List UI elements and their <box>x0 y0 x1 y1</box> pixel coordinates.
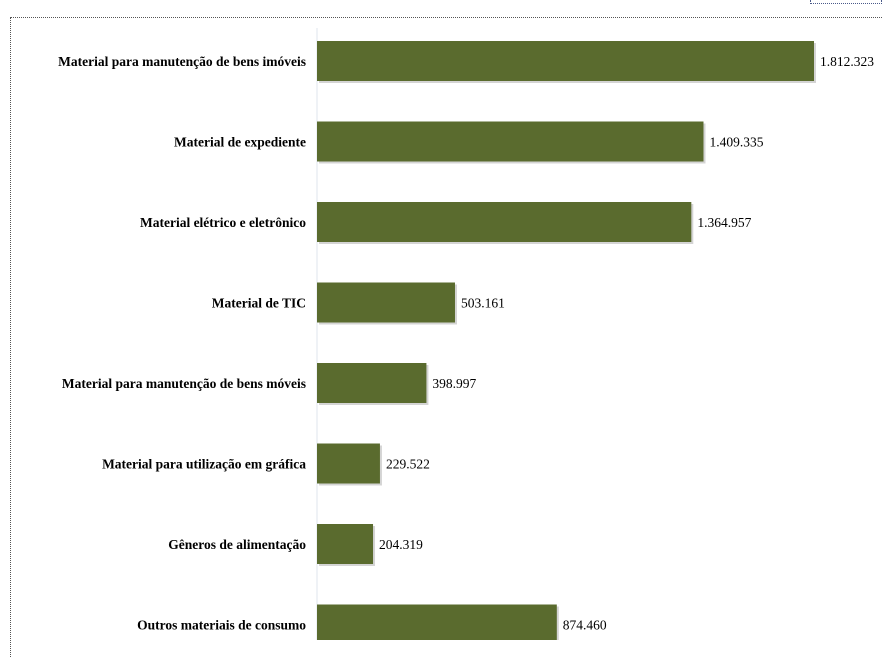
bars-layer: Material para manutenção de bens imóveis… <box>58 41 874 640</box>
value-label: 204.319 <box>379 537 423 552</box>
category-label: Material elétrico e eletrônico <box>140 215 306 230</box>
category-label: Outros materiais de consumo <box>137 618 306 633</box>
category-label: Material para utilização em gráfica <box>102 457 306 472</box>
category-label: Material de expediente <box>174 135 306 150</box>
category-label: Material de TIC <box>212 296 306 311</box>
bar <box>317 41 814 81</box>
chart-frame <box>10 17 882 657</box>
bar <box>317 363 427 403</box>
value-label: 1.364.957 <box>697 215 751 230</box>
category-label: Gêneros de alimentação <box>168 537 306 552</box>
value-label: 1.812.323 <box>820 54 874 69</box>
value-label: 874.460 <box>563 618 607 633</box>
bar <box>317 121 704 162</box>
bar <box>317 604 557 640</box>
bar <box>317 202 692 242</box>
category-label: Material para manutenção de bens imóveis <box>58 54 306 69</box>
value-label: 229.522 <box>386 457 430 472</box>
category-label: Material para manutenção de bens móveis <box>62 376 306 391</box>
corner-decoration <box>810 0 882 4</box>
bar <box>317 443 380 484</box>
bar-chart: Material para manutenção de bens imóveis… <box>58 28 874 640</box>
value-label: 503.161 <box>461 296 505 311</box>
bar <box>317 524 374 564</box>
value-label: 398.997 <box>432 376 476 391</box>
bar <box>317 282 455 323</box>
value-label: 1.409.335 <box>709 135 763 150</box>
